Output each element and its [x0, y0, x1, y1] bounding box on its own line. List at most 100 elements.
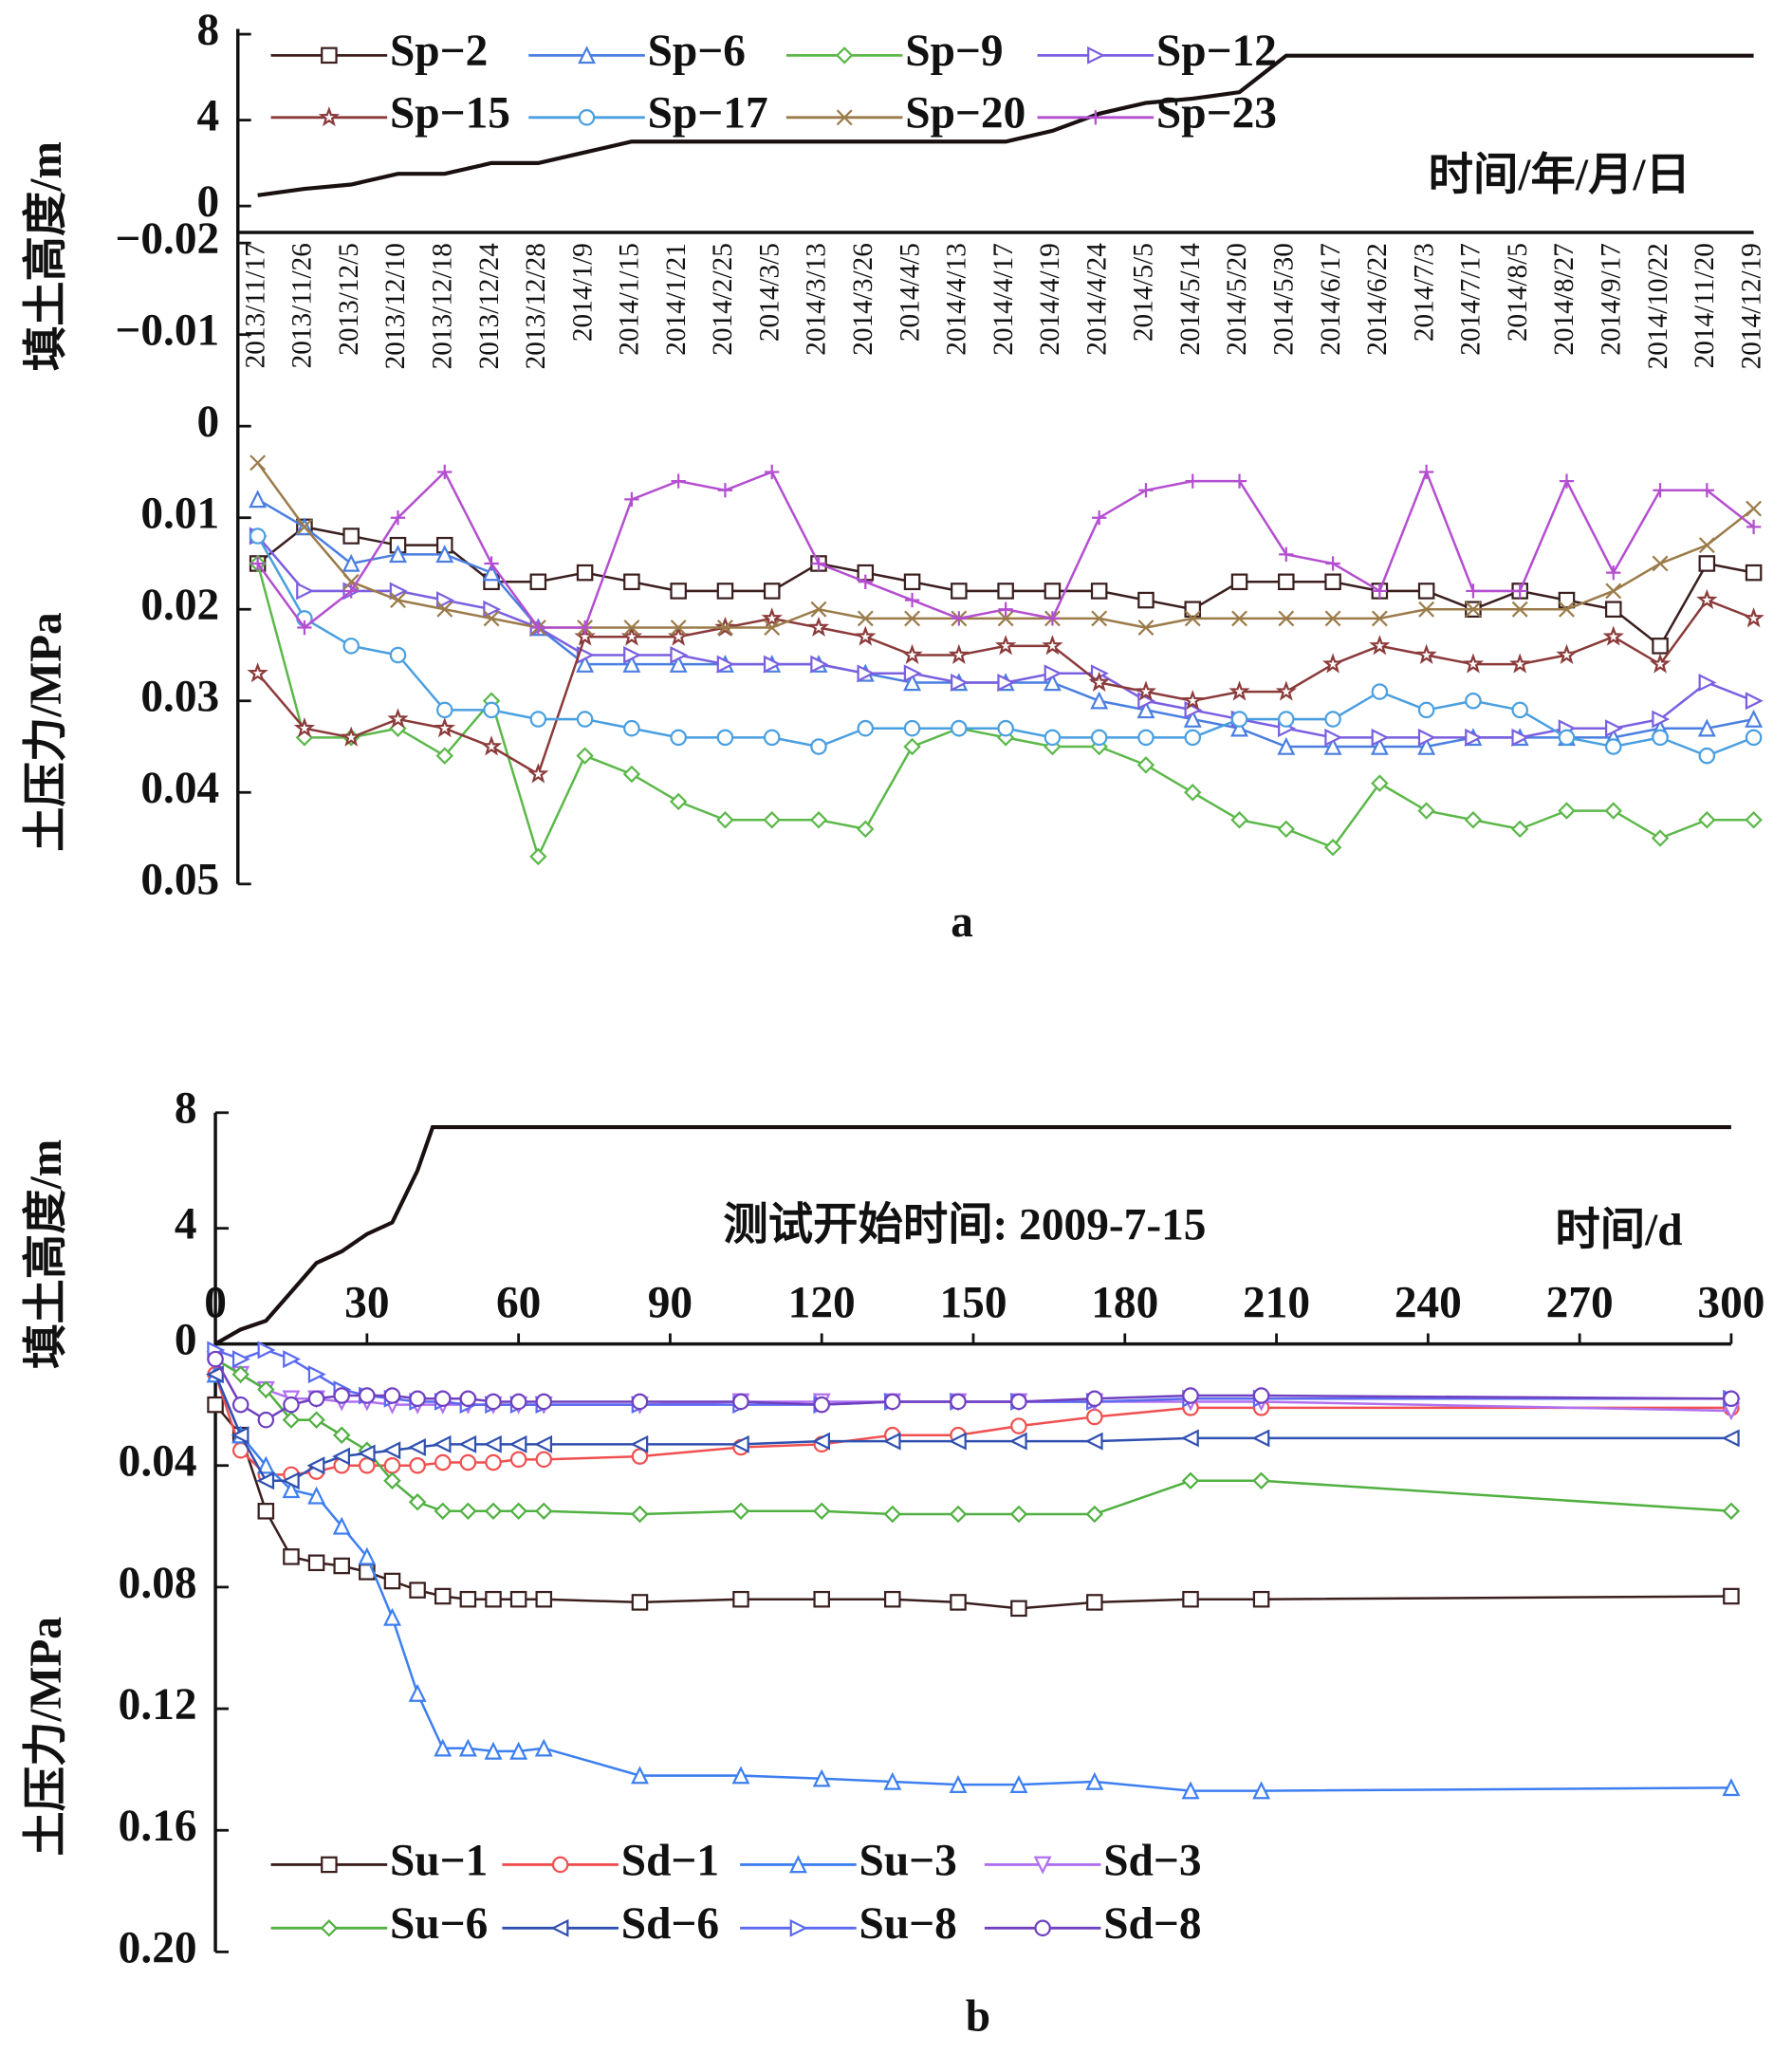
marker	[307, 1390, 325, 1408]
x-tick-label: 240	[1395, 1278, 1462, 1327]
marker	[435, 701, 453, 719]
marker	[534, 1434, 553, 1453]
marker	[1697, 718, 1716, 737]
y2-tick-label: 0.01	[140, 490, 219, 539]
marker	[485, 1393, 502, 1411]
marker	[622, 765, 641, 784]
marker	[883, 1771, 902, 1790]
x-tick-label: 2014/1/9	[567, 243, 598, 342]
marker	[949, 1775, 968, 1793]
x-tick-label: 2013/12/24	[474, 243, 505, 370]
x-tick-label: 2013/12/18	[427, 243, 457, 369]
x-tick-label: 2014/4/5	[895, 243, 925, 342]
marker	[1278, 610, 1295, 627]
marker	[950, 1594, 967, 1611]
marker	[1723, 1390, 1740, 1408]
marker	[1651, 829, 1670, 847]
marker	[789, 1918, 808, 1937]
x-tick-label: 2014/10/22	[1643, 243, 1673, 369]
marker	[716, 810, 734, 829]
marker	[1085, 1505, 1104, 1524]
marker	[1092, 510, 1107, 526]
marker	[1466, 583, 1481, 599]
legend-label: Sp−12	[1156, 27, 1277, 76]
marker	[1184, 610, 1201, 627]
annotation: 测试开始时间: 2009-7-15	[723, 1199, 1206, 1249]
marker	[359, 1387, 376, 1404]
y2-tick-label: −0.02	[115, 214, 219, 264]
marker	[1184, 784, 1202, 802]
y-tick-label: 8	[175, 1084, 197, 1134]
marker	[1698, 537, 1715, 554]
x-tick-label: 2013/12/5	[334, 243, 364, 356]
marker	[948, 643, 970, 664]
marker	[535, 1590, 553, 1608]
marker	[1278, 711, 1295, 728]
marker	[297, 620, 312, 636]
marker	[342, 638, 360, 655]
marker	[1417, 802, 1435, 820]
x-tick-label: 2014/8/27	[1549, 243, 1580, 356]
marker	[670, 620, 687, 636]
x-tick-label: 2014/4/17	[988, 243, 1019, 356]
legend-label: Sd−8	[1103, 1899, 1201, 1949]
marker	[950, 1393, 967, 1411]
marker	[383, 1572, 401, 1590]
x-tick-label: 30	[344, 1278, 389, 1327]
marker	[903, 673, 922, 692]
marker	[508, 1434, 527, 1453]
marker	[1652, 710, 1671, 729]
marker	[1649, 653, 1672, 674]
marker	[480, 735, 503, 756]
marker	[389, 646, 407, 664]
marker	[576, 654, 595, 673]
marker	[1512, 583, 1527, 599]
marker	[857, 820, 875, 839]
x-tick-label: 2014/5/14	[1175, 243, 1206, 356]
marker	[435, 747, 454, 765]
marker	[534, 1738, 553, 1757]
marker	[1135, 680, 1157, 701]
marker	[631, 1766, 649, 1785]
x-tick-label: 2014/1/15	[615, 243, 645, 356]
marker	[1652, 555, 1669, 572]
marker	[1229, 680, 1250, 701]
marker	[1371, 728, 1390, 747]
marker	[435, 591, 454, 610]
marker	[669, 654, 688, 673]
marker	[883, 1505, 902, 1524]
marker	[1033, 1856, 1052, 1875]
marker	[320, 1919, 339, 1937]
marker	[1324, 610, 1341, 627]
marker	[577, 620, 593, 636]
marker	[1369, 635, 1391, 656]
marker	[408, 1492, 427, 1511]
x-tick-label: 2014/3/26	[848, 243, 878, 356]
marker	[333, 1557, 351, 1575]
marker	[1090, 583, 1108, 600]
marker	[1275, 680, 1297, 701]
marker	[670, 583, 687, 600]
marker	[857, 719, 875, 737]
x-tick-label: 2014/6/17	[1316, 243, 1346, 356]
marker	[257, 1380, 275, 1398]
marker	[624, 491, 639, 508]
marker	[903, 664, 922, 683]
marker	[951, 611, 967, 626]
x-tick-label: 2014/5/30	[1269, 243, 1300, 356]
marker	[1418, 601, 1435, 618]
x-tick-label: 2014/3/13	[802, 243, 832, 356]
marker	[483, 1434, 502, 1453]
marker	[1231, 610, 1247, 627]
marker	[1084, 1432, 1103, 1451]
marker	[484, 556, 499, 571]
marker	[247, 662, 268, 683]
legend-label: Su−6	[390, 1899, 488, 1949]
marker	[550, 1918, 569, 1937]
y2-tick-label: 0.16	[119, 1802, 197, 1851]
marker	[620, 625, 643, 646]
marker	[1086, 1408, 1103, 1426]
marker	[1043, 673, 1062, 692]
marker	[836, 109, 853, 126]
y-tick-label: 4	[175, 1200, 197, 1249]
